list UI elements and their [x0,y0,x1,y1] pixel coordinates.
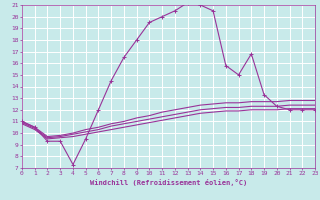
X-axis label: Windchill (Refroidissement éolien,°C): Windchill (Refroidissement éolien,°C) [90,179,247,186]
